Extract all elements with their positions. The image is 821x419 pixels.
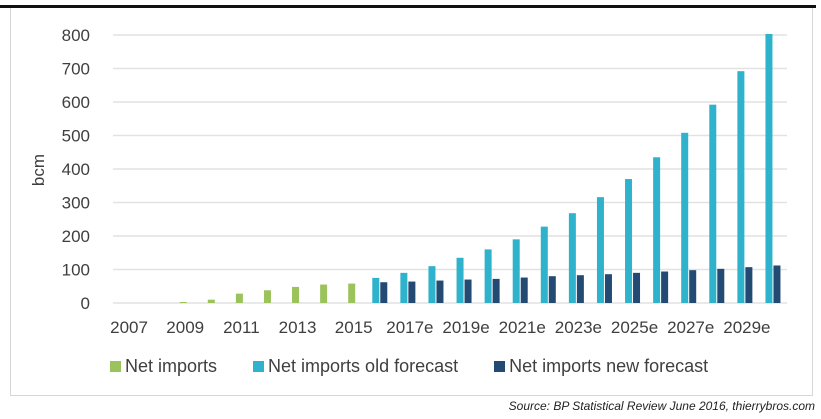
y-tick-label: 800: [62, 26, 90, 45]
bar-net-imports-old-forecast-2029e: [737, 71, 745, 304]
bar-net-imports-old-forecast-2024e: [596, 197, 604, 303]
bar-net-imports-new-forecast-2030e: [773, 265, 781, 303]
bar-net-imports-old-forecast-2023e: [568, 213, 576, 303]
x-tick-label: 2027e: [667, 318, 714, 337]
x-tick-label: 2029e: [723, 318, 770, 337]
bar-net-imports-new-forecast-2020e: [492, 278, 500, 303]
y-tick-label: 700: [62, 60, 90, 79]
bar-net-imports-old-forecast-2025e: [625, 179, 633, 303]
x-tick-label: 2009: [166, 318, 204, 337]
y-tick-labels: 0 100 200 300 400 500 600 700 800: [62, 26, 90, 313]
bar-net-imports-old-forecast-2018e: [428, 266, 436, 303]
bar-net-imports-new-forecast-2016e: [380, 282, 388, 303]
bar-net-imports-2009: [179, 301, 187, 303]
x-tick-label: 2011: [223, 318, 260, 337]
bar-net-imports-2010: [207, 299, 215, 303]
legend-swatch-new-forecast: [494, 361, 506, 372]
bar-net-imports-new-forecast-2019e: [464, 279, 472, 303]
x-tick-labels: 2007 2009 2011 2013 2015 2017e 2019e 2021e 2023e…: [110, 318, 770, 337]
bar-net-imports-old-forecast-2017e: [400, 272, 408, 303]
x-tick-label: 2013: [279, 318, 317, 337]
y-tick-label: 300: [62, 194, 90, 213]
legend-label: Net imports new forecast: [509, 356, 709, 376]
bar-net-imports-new-forecast-2021e: [520, 277, 528, 303]
bar-net-imports-new-forecast-2023e: [576, 275, 584, 303]
bar-net-imports-new-forecast-2025e: [633, 272, 641, 303]
legend-item-new-forecast: Net imports new forecast: [494, 356, 708, 377]
bar-net-imports-new-forecast-2028e: [717, 268, 725, 303]
bar-net-imports-2014: [320, 284, 328, 303]
legend: Net imports Net imports old forecast Net…: [110, 356, 708, 377]
bar-net-imports-old-forecast-2019e: [456, 257, 464, 303]
y-tick-label: 200: [62, 227, 90, 246]
bar-net-imports-old-forecast-2020e: [484, 249, 492, 303]
legend-label: Net imports old forecast: [268, 356, 459, 376]
bars: [179, 33, 781, 304]
legend-label: Net imports: [125, 356, 218, 376]
bar-net-imports-old-forecast-2021e: [512, 239, 520, 303]
bar-net-imports-2015: [348, 283, 356, 303]
bar-net-imports-old-forecast-2027e: [681, 132, 689, 303]
bar-net-imports-2013: [292, 286, 300, 303]
y-tick-label: 100: [62, 261, 90, 280]
bar-net-imports-new-forecast-2017e: [408, 281, 416, 303]
y-tick-label: 500: [62, 127, 90, 146]
bar-net-imports-new-forecast-2027e: [689, 270, 697, 303]
bar-net-imports-new-forecast-2022e: [548, 276, 556, 303]
x-tick-label: 2019e: [442, 318, 489, 337]
y-axis-label: bcm: [29, 154, 48, 186]
bar-net-imports-2012: [263, 290, 271, 303]
y-tick-label: 0: [81, 294, 90, 313]
source-note: Source: BP Statistical Review June 2016,…: [508, 399, 815, 413]
x-tick-label: 2017e: [386, 318, 433, 337]
x-tick-label: 2015: [335, 318, 373, 337]
bar-net-imports-new-forecast-2024e: [604, 274, 612, 303]
legend-swatch-net-imports: [110, 361, 121, 372]
x-tick-label: 2023e: [555, 318, 602, 337]
gridlines: [113, 34, 787, 304]
bar-net-imports-2011: [235, 293, 243, 303]
bar-net-imports-new-forecast-2029e: [745, 267, 753, 303]
bar-net-imports-old-forecast-2016e: [372, 277, 380, 303]
x-tick-label: 2007: [110, 318, 148, 337]
bar-net-imports-old-forecast-2030e: [765, 33, 773, 304]
x-tick-label: 2025e: [611, 318, 658, 337]
y-tick-label: 600: [62, 93, 90, 112]
bar-net-imports-new-forecast-2026e: [661, 271, 669, 303]
top-rule: [0, 5, 816, 8]
chart-frame: [10, 8, 813, 396]
legend-swatch-old-forecast: [253, 361, 265, 372]
x-tick-label: 2021e: [499, 318, 546, 337]
legend-item-old-forecast: Net imports old forecast: [253, 356, 458, 377]
bar-net-imports-old-forecast-2028e: [709, 104, 717, 304]
bar-net-imports-new-forecast-2018e: [436, 280, 444, 303]
bar-net-imports-old-forecast-2022e: [540, 226, 548, 303]
bar-net-imports-old-forecast-2026e: [653, 157, 661, 303]
y-tick-label: 400: [62, 160, 90, 179]
legend-item-net-imports: Net imports: [110, 356, 217, 377]
